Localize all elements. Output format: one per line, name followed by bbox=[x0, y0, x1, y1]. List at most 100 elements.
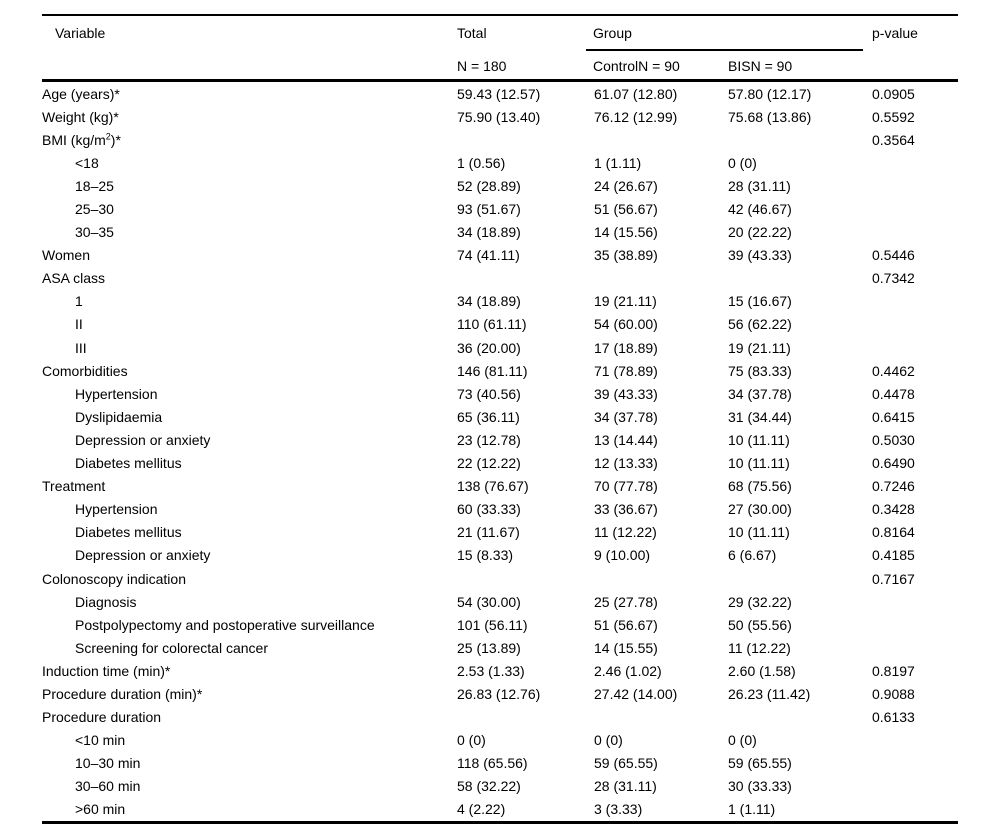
control-cell: 11 (12.22) bbox=[594, 524, 657, 541]
total-cell: 74 (41.11) bbox=[457, 247, 520, 264]
variable-cell: 30–35 bbox=[75, 224, 114, 241]
p-value-cell bbox=[872, 775, 958, 798]
total-cell: 25 (13.89) bbox=[457, 639, 521, 656]
p-value-cell bbox=[872, 729, 958, 752]
total-cell bbox=[457, 267, 594, 290]
bis-cell bbox=[728, 567, 872, 590]
superscript: 2 bbox=[105, 131, 111, 142]
total-cell: 22 (12.22) bbox=[457, 455, 521, 472]
total-cell: 75.90 (13.40) bbox=[457, 108, 541, 125]
p-value-cell bbox=[872, 336, 958, 359]
column-header-variable: Variable bbox=[55, 25, 106, 41]
variable-cell: 1 bbox=[75, 293, 83, 310]
control-cell: 1 (1.11) bbox=[594, 154, 642, 171]
table-row: 25–30 93 (51.67) 51 (56.67) 42 (46.67) bbox=[42, 197, 958, 220]
variable-cell: 25–30 bbox=[75, 201, 114, 218]
table-header: Variable Total Group p-value N = 180 Con… bbox=[42, 16, 958, 79]
total-cell: 15 (8.33) bbox=[457, 547, 514, 564]
total-cell: 34 (18.89) bbox=[457, 224, 521, 241]
bis-cell: 26.23 (11.42) bbox=[728, 685, 811, 702]
table-body: Age (years)* 59.43 (12.57) 61.07 (12.80) 57… bbox=[42, 82, 958, 821]
bis-cell: 30 (33.33) bbox=[728, 778, 792, 795]
control-cell: 61.07 (12.80) bbox=[594, 85, 678, 102]
control-cell: 19 (21.11) bbox=[594, 293, 657, 310]
control-cell: 9 (10.00) bbox=[594, 547, 651, 564]
control-cell: 33 (36.67) bbox=[594, 501, 658, 518]
control-cell: 17 (18.89) bbox=[594, 339, 658, 356]
variable-cell: Treatment bbox=[42, 478, 106, 495]
bis-cell: 11 (12.22) bbox=[728, 639, 791, 656]
total-cell: 34 (18.89) bbox=[457, 293, 521, 310]
control-cell bbox=[594, 706, 728, 729]
p-value-cell: 0.8164 bbox=[872, 524, 915, 541]
control-cell: 13 (14.44) bbox=[594, 431, 658, 448]
variable-cell: Dyslipidaemia bbox=[75, 408, 163, 425]
total-cell: 59.43 (12.57) bbox=[457, 85, 541, 102]
variable-cell: Hypertension bbox=[75, 385, 158, 402]
variable-cell: Screening for colorectal cancer bbox=[75, 639, 268, 656]
p-value-cell: 0.7167 bbox=[872, 570, 915, 587]
table-row: III 36 (20.00) 17 (18.89) 19 (21.11) bbox=[42, 336, 958, 359]
total-cell: 1 (0.56) bbox=[457, 154, 506, 171]
total-cell: 2.53 (1.33) bbox=[457, 662, 525, 679]
control-cell: 25 (27.78) bbox=[594, 593, 658, 610]
table-row: Diabetes mellitus 22 (12.22) 12 (13.33) 10 … bbox=[42, 452, 958, 475]
control-cell: 70 (77.78) bbox=[594, 478, 658, 495]
variable-cell: Postpolypectomy and postoperative survei… bbox=[75, 616, 375, 633]
variable-cell: Procedure duration (min)* bbox=[42, 685, 203, 702]
table-row: Hypertension 73 (40.56) 39 (43.33) 34 (37.7… bbox=[42, 382, 958, 405]
bis-cell: 31 (34.44) bbox=[728, 408, 792, 425]
column-header-group: Group bbox=[593, 25, 632, 41]
variable-cell: BMI (kg/m2)* bbox=[42, 131, 121, 148]
p-value-cell: 0.5592 bbox=[872, 108, 915, 125]
control-cell: 51 (56.67) bbox=[594, 201, 658, 218]
table-row: 10–30 min 118 (65.56) 59 (65.55) 59 (65.55) bbox=[42, 752, 958, 775]
total-cell bbox=[457, 706, 594, 729]
p-value-cell: 0.6133 bbox=[872, 709, 915, 726]
bis-cell: 10 (11.11) bbox=[728, 524, 790, 541]
control-cell: 24 (26.67) bbox=[594, 177, 658, 194]
variable-cell: 30–60 min bbox=[75, 778, 141, 795]
total-cell: 0 (0) bbox=[457, 732, 486, 749]
bis-cell: 57.80 (12.17) bbox=[728, 85, 812, 102]
control-cell: 14 (15.56) bbox=[594, 224, 658, 241]
variable-cell: Age (years)* bbox=[42, 85, 120, 102]
bis-cell: 42 (46.67) bbox=[728, 201, 792, 218]
variable-cell: >60 min bbox=[75, 801, 126, 818]
total-cell: 21 (11.67) bbox=[457, 524, 520, 541]
total-cell: 73 (40.56) bbox=[457, 385, 521, 402]
bis-cell: 56 (62.22) bbox=[728, 316, 792, 333]
total-cell: 146 (81.11) bbox=[457, 362, 528, 379]
column-header-total: Total bbox=[457, 25, 487, 41]
variable-cell: <18 bbox=[75, 154, 99, 171]
total-cell bbox=[457, 567, 594, 590]
table-row: Postpolypectomy and postoperative survei… bbox=[42, 613, 958, 636]
p-value-cell: 0.6415 bbox=[872, 408, 915, 425]
control-cell: 35 (38.89) bbox=[594, 247, 658, 264]
control-cell: 27.42 (14.00) bbox=[594, 685, 678, 702]
table-row: Dyslipidaemia 65 (36.11) 34 (37.78) 31 (34.… bbox=[42, 405, 958, 428]
bis-cell: 2.60 (1.58) bbox=[728, 662, 796, 679]
table-body-grid: Age (years)* 59.43 (12.57) 61.07 (12.80) 57… bbox=[42, 82, 958, 821]
table-row: Diagnosis 54 (30.00) 25 (27.78) 29 (32.22) bbox=[42, 590, 958, 613]
p-value-cell: 0.7342 bbox=[872, 270, 915, 287]
table-row: Hypertension 60 (33.33) 33 (36.67) 27 (30.0… bbox=[42, 498, 958, 521]
p-value-cell bbox=[872, 636, 958, 659]
total-cell: 118 (65.56) bbox=[457, 755, 528, 772]
p-value-cell bbox=[872, 174, 958, 197]
table-bottom-rule bbox=[42, 821, 958, 824]
control-cell: 34 (37.78) bbox=[594, 408, 658, 425]
table-row: Diabetes mellitus 21 (11.67) 11 (12.22) 10 … bbox=[42, 521, 958, 544]
total-cell: 4 (2.22) bbox=[457, 801, 506, 818]
control-cell: 54 (60.00) bbox=[594, 316, 658, 333]
table-row: Colonoscopy indication 0.7167 bbox=[42, 567, 958, 590]
variable-cell: 10–30 min bbox=[75, 755, 141, 772]
total-cell: 110 (61.11) bbox=[457, 316, 527, 333]
p-value-cell bbox=[872, 613, 958, 636]
p-value-cell: 0.5446 bbox=[872, 247, 915, 264]
bis-cell: 6 (6.67) bbox=[728, 547, 777, 564]
table-row: Age (years)* 59.43 (12.57) 61.07 (12.80) 57… bbox=[42, 82, 958, 105]
variable-cell: Women bbox=[42, 247, 90, 264]
bis-cell: 0 (0) bbox=[728, 732, 757, 749]
table-row: >60 min 4 (2.22) 3 (3.33) 1 (1.11) bbox=[42, 798, 958, 821]
